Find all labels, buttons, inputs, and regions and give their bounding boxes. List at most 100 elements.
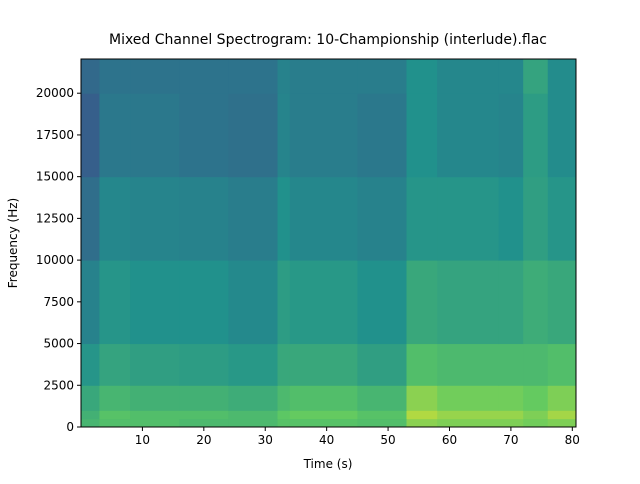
spectrogram-cell [406, 260, 438, 345]
spectrogram-cell [437, 343, 500, 386]
spectrogram-cell [547, 343, 577, 386]
spectrogram-cell [437, 385, 500, 411]
spectrogram-cell [81, 410, 100, 420]
x-tick-label: 60 [442, 433, 457, 447]
spectrogram-cell [547, 385, 577, 411]
spectrogram-cell [130, 343, 180, 386]
spectrogram-cell [179, 59, 229, 94]
spectrogram-cell [357, 385, 407, 411]
spectrogram-cell [357, 260, 407, 345]
spectrogram-cell [179, 260, 229, 345]
spectrogram-cell [406, 385, 438, 411]
spectrogram-image [81, 59, 577, 428]
spectrogram-cell [523, 343, 549, 386]
spectrogram-cell [228, 385, 279, 411]
spectrogram-cell [277, 59, 291, 94]
spectrogram-cell [289, 418, 358, 428]
spectrogram-cell [547, 410, 577, 420]
spectrogram-cell [99, 260, 131, 345]
spectrogram-cell [99, 410, 131, 420]
spectrogram-cell [130, 385, 180, 411]
spectrogram-cell [357, 343, 407, 386]
spectrogram-cell [99, 59, 131, 94]
spectrogram-cell [228, 418, 279, 428]
spectrogram-cell [437, 93, 500, 178]
spectrogram-cell [179, 385, 229, 411]
spectrogram-cell [99, 176, 131, 261]
spectrogram-cell [228, 93, 279, 178]
spectrogram-cell [81, 260, 100, 345]
spectrogram-cell [130, 410, 180, 420]
spectrogram-cell [289, 176, 358, 261]
spectrogram-cell [277, 410, 291, 420]
x-tick-label: 10 [135, 433, 150, 447]
spectrogram-cell [357, 93, 407, 178]
spectrogram-cell [357, 59, 407, 94]
y-tick-label: 12500 [36, 211, 74, 225]
spectrogram-cell [406, 176, 438, 261]
y-axis-label: Frequency (Hz) [6, 198, 20, 289]
x-tick-label: 50 [380, 433, 395, 447]
y-tick-label: 2500 [43, 378, 74, 392]
spectrogram-cell [498, 410, 524, 420]
spectrogram-cell [547, 418, 577, 428]
spectrogram-cell [523, 418, 549, 428]
spectrogram-cell [547, 93, 577, 178]
spectrogram-cell [547, 176, 577, 261]
x-tick-label: 70 [503, 433, 518, 447]
spectrogram-cell [277, 93, 291, 178]
spectrogram-cell [523, 385, 549, 411]
spectrogram-cell [406, 59, 438, 94]
spectrogram-cell [437, 59, 500, 94]
x-tick-label: 30 [258, 433, 273, 447]
spectrogram-cell [179, 418, 229, 428]
spectrogram-cell [437, 176, 500, 261]
spectrogram-cell [277, 418, 291, 428]
spectrogram-cell [228, 176, 279, 261]
axes: 10 20 30 40 50 60 70 80 0 2500 5000 7500 10000 12500 1… [36, 58, 580, 447]
spectrogram-cell [406, 410, 438, 420]
spectrogram-cell [130, 418, 180, 428]
plot-frame [80, 58, 577, 428]
spectrogram-cell [289, 385, 358, 411]
spectrogram-cell [99, 418, 131, 428]
spectrogram-cell [289, 410, 358, 420]
spectrogram-cell [523, 59, 549, 94]
spectrogram-cell [498, 418, 524, 428]
spectrogram-cell [406, 343, 438, 386]
spectrogram-cell [179, 343, 229, 386]
spectrogram-cell [498, 93, 524, 178]
y-tick-label: 10000 [36, 253, 74, 267]
spectrogram-cell [437, 418, 500, 428]
chart-title: Mixed Channel Spectrogram: 10-Championsh… [109, 32, 547, 48]
spectrogram-cell [99, 385, 131, 411]
spectrogram-cell [498, 343, 524, 386]
spectrogram-cell [498, 385, 524, 411]
y-tick-label: 5000 [43, 337, 74, 351]
spectrogram-cell [228, 410, 279, 420]
spectrogram-cell [406, 93, 438, 178]
spectrogram-cell [99, 343, 131, 386]
spectrogram-cell [498, 260, 524, 345]
spectrogram-cell [81, 418, 100, 428]
y-tick-label: 15000 [36, 170, 74, 184]
spectrogram-cell [81, 93, 100, 178]
spectrogram-cell [81, 385, 100, 411]
spectrogram-cell [228, 59, 279, 94]
spectrogram-cell [179, 93, 229, 178]
spectrogram-cell [357, 418, 407, 428]
spectrogram-cell [523, 410, 549, 420]
spectrogram-cell [179, 176, 229, 261]
spectrogram-cell [547, 260, 577, 345]
spectrogram-cell [437, 410, 500, 420]
spectrogram-cell [437, 260, 500, 345]
spectrogram-cell [523, 176, 549, 261]
spectrogram-cell [289, 59, 358, 94]
spectrogram-cell [498, 59, 524, 94]
spectrogram-cell [547, 59, 577, 94]
spectrogram-cell [130, 176, 180, 261]
spectrogram-cell [523, 93, 549, 178]
spectrogram-cell [81, 343, 100, 386]
spectrogram-cell [357, 176, 407, 261]
